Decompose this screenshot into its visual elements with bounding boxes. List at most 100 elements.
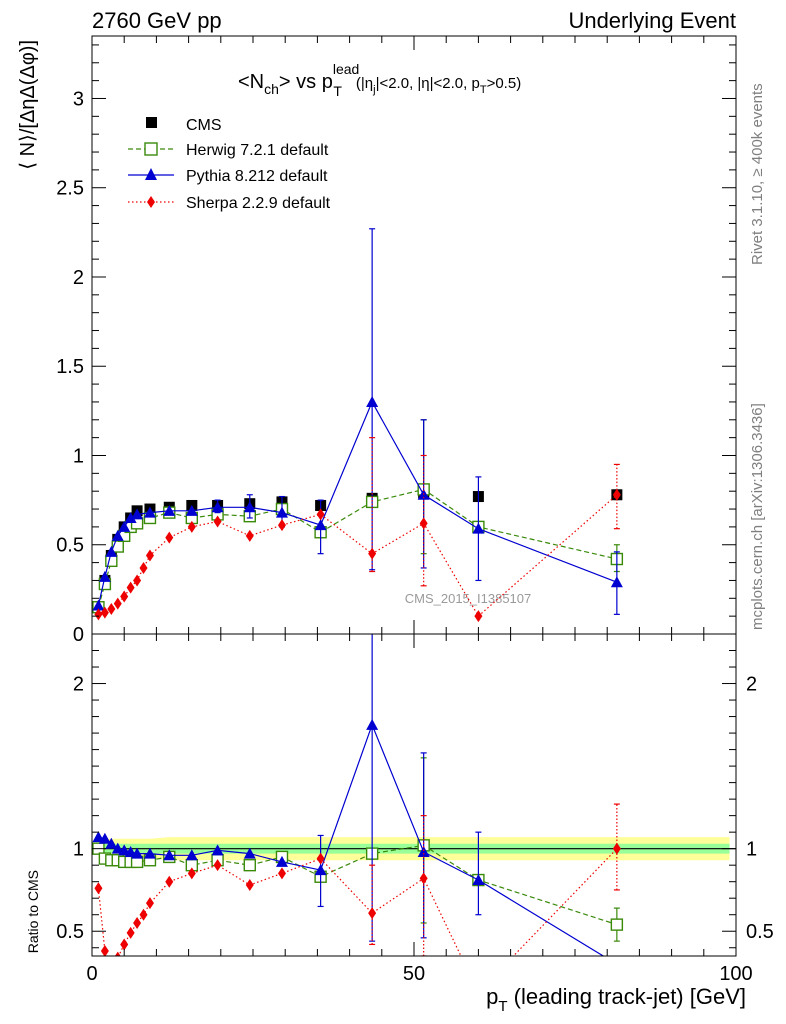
y-axis-label-ratio: Ratio to CMS [25,870,41,953]
ratio-herwig-point-11 [243,858,256,872]
main-sherpa-point-6 [133,574,142,587]
main-sherpa-point-10 [187,520,196,533]
main-pythia-point-4 [118,520,131,532]
ratio-sherpa-point-4 [120,938,129,951]
ratio-sherpa-point-7 [139,908,148,921]
legend-item-herwig: Herwig 7.2.1 default [128,142,329,159]
ratio-pythia-point-12 [275,855,288,867]
analysis-watermark: CMS_2015_I1385107 [405,591,532,606]
x-axis-label-sub: T [498,998,507,1015]
header-left: 2760 GeV pp [92,8,222,33]
main-pythia-point-7 [143,506,156,518]
ratio-sherpa-point-5 [126,926,135,939]
title-cuts: (|η [356,75,373,92]
main-herwig-line [97,488,618,608]
ratio-pythia-point-1 [98,832,111,844]
title-cuts-j: j [372,84,375,96]
main-sherpa-point-12 [245,529,254,542]
main-sherpa-point-11 [213,515,222,528]
ratio-sherpa-point-13 [277,867,286,880]
ratio-pythia-point-9 [185,849,198,861]
legend-item-sherpa: Sherpa 2.2.9 default [128,195,331,212]
main-sherpa-point-5 [126,581,135,594]
ratio-pythia-point-17 [611,958,623,969]
main-ytick-label-left: 1 [73,445,84,467]
main-sherpa-point-15 [368,547,377,560]
main-sherpa-point-13 [277,519,286,532]
title-sup-lead: lead [333,61,359,77]
ratio-pythia-point-15 [417,845,430,857]
ratio-pythia-point-6 [131,847,144,859]
main-pythia-point-6 [131,508,144,520]
main-series-pythia [92,228,623,615]
main-ytick-label-left: 2.5 [56,178,84,200]
ratio-ytick-label-left: 2 [73,674,84,696]
title-mid: > vs p [279,71,333,93]
ratio-xtick-label: 100 [719,963,752,985]
ratio-pythia-point-14 [366,718,379,730]
ratio-ytick-label-left: 0.5 [56,921,84,943]
ratio-xtick-label: 0 [86,963,97,985]
main-sherpa-point-8 [145,549,154,562]
main-ytick-label-left: 0 [73,624,84,646]
main-sherpa-point-16 [419,517,428,530]
main-sherpa-point-17 [474,610,483,623]
header-right: Underlying Event [568,8,736,33]
main-series-herwig [92,419,624,614]
main-pythia-point-13 [314,519,327,531]
title-cuts-T: T [480,84,487,96]
y-axis-label-main: ⟨ N⟩/[ΔηΔ(Δφ)] [17,40,39,170]
main-pythia-point-12 [275,506,288,518]
ratio-sherpa-line [97,848,618,956]
title-cuts-end: >0.5) [487,75,522,92]
ratio-sherpa-point-2 [107,958,115,970]
ratio-sherpa-point-11 [213,859,222,872]
ratio-ytick-label-right: 0.5 [746,921,774,943]
ratio-sherpa-point-9 [165,875,174,888]
main-ytick-label-left: 2 [73,267,84,289]
main-pythia-point-9 [185,504,198,516]
ratio-pythia-point-7 [143,847,156,859]
main-pythia-line [97,400,618,606]
ratio-sherpa-point-6 [133,916,142,929]
main-ytick-label-left: 1.5 [56,356,84,378]
main-pythia-point-11 [243,501,256,513]
ratio-sherpa-point-17 [474,986,482,998]
main-sherpa-point-3 [113,597,122,610]
ratio-herwig-point-17 [610,918,624,931]
ratio-ytick-label-right: 2 [746,674,757,696]
ratio-sherpa-point-0 [94,882,103,895]
title-sub-ch: ch [264,81,279,97]
main-pythia-point-1 [98,570,111,582]
legend-label-cms: CMS [186,117,222,134]
ratio-plot-panel: 0.5 0.5 1 1 2 2 0 50 100 [56,633,774,998]
ratio-ytick-label-left: 1 [73,839,84,861]
legend-item-pythia: Pythia 8.212 default [128,168,328,185]
ratio-herwig-line [97,844,618,926]
ratio-pythia-point-2 [105,837,118,849]
rivet-label: Rivet 3.1.10, ≥ 400k events [749,83,766,265]
main-pythia-point-14 [366,395,379,407]
legend-marker-pythia [145,168,157,180]
main-pythia-point-8 [163,504,176,516]
legend-marker-sherpa [147,196,155,208]
ratio-ytick-label-right: 1 [746,839,757,861]
ratio-frame [91,633,737,957]
legend-label-herwig: Herwig 7.2.1 default [186,142,329,159]
main-sherpa-point-4 [120,590,129,603]
x-axis-label-rest: (leading track-jet) [GeV] [508,984,746,1009]
ratio-pythia-point-8 [163,849,176,861]
main-series-sherpa [94,437,621,623]
mcplots-label: mcplots.cern.ch [arXiv:1306.3436] [749,403,766,630]
legend-label-sherpa: Sherpa 2.2.9 default [186,195,331,212]
ratio-pythia-point-16 [472,874,485,886]
main-pythia-point-10 [211,501,224,513]
main-plot-area [92,228,624,623]
main-sherpa-line [98,494,618,618]
x-axis-label: pT (leading track-jet) [GeV] [486,984,746,1015]
main-sherpa-point-2 [107,603,116,616]
ratio-sherpa-point-10 [187,867,196,880]
legend-label-pythia: Pythia 8.212 default [186,168,328,185]
title-sub-T: T [333,83,342,99]
